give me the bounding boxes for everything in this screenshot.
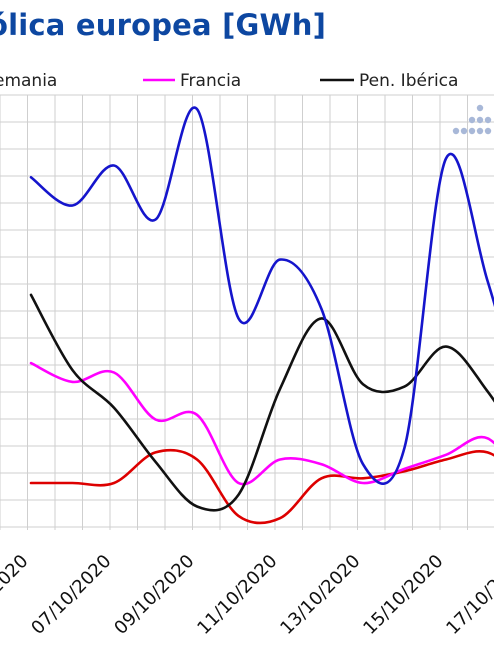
logo-dot xyxy=(468,116,476,124)
legend: emania Francia Pen. Ibérica xyxy=(0,71,458,91)
series-line xyxy=(29,361,494,486)
x-axis-ticks: 05/10/202007/10/202009/10/202011/10/2020… xyxy=(0,551,494,639)
series-line xyxy=(29,293,494,512)
x-tick-label: 17/10/2020 xyxy=(442,551,494,639)
logo-dot xyxy=(460,127,468,135)
logo-dot xyxy=(484,127,492,135)
watermark-logo xyxy=(452,104,492,135)
grid xyxy=(0,94,494,530)
logo-dot xyxy=(484,116,492,124)
series-line xyxy=(29,106,494,485)
chart-title: ólica europea [GWh] xyxy=(0,8,327,42)
series-line xyxy=(29,448,494,525)
x-tick-label: 07/10/2020 xyxy=(27,551,115,639)
x-tick-label: 15/10/2020 xyxy=(359,551,447,639)
logo-dot xyxy=(476,104,484,112)
legend-label: emania xyxy=(0,71,57,91)
logo-dot xyxy=(476,127,484,135)
legend-label: Francia xyxy=(180,71,241,91)
logo-dot xyxy=(468,127,476,135)
x-tick-label: 13/10/2020 xyxy=(276,551,364,639)
legend-label: Pen. Ibérica xyxy=(359,71,458,91)
x-tick-label: 11/10/2020 xyxy=(193,551,281,639)
logo-dot xyxy=(452,127,460,135)
logo-dot xyxy=(476,116,484,124)
series-lines xyxy=(29,106,494,525)
x-tick-label: 09/10/2020 xyxy=(110,551,198,639)
